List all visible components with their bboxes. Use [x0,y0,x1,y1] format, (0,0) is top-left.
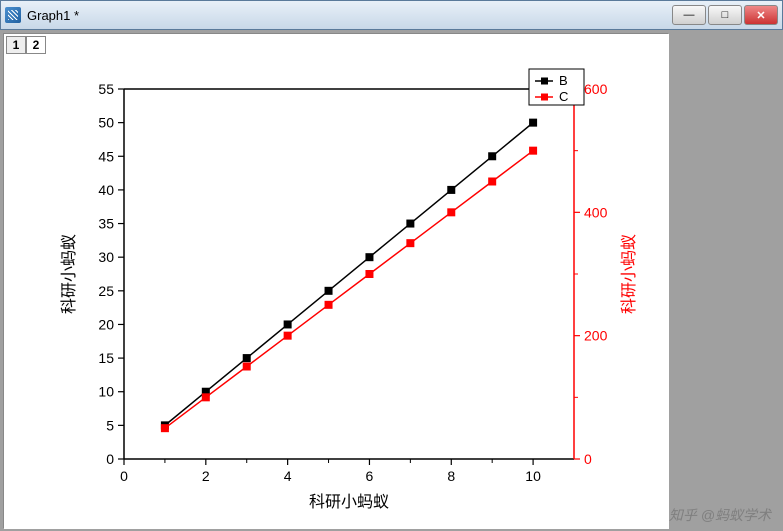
app-icon [5,7,21,23]
svg-text:40: 40 [98,182,114,198]
svg-text:200: 200 [584,328,608,344]
svg-text:25: 25 [98,283,114,299]
svg-text:4: 4 [284,468,292,484]
svg-text:45: 45 [98,148,114,164]
window-buttons: — □ ✕ [672,5,778,25]
svg-text:50: 50 [98,115,114,131]
svg-text:6: 6 [366,468,374,484]
svg-text:0: 0 [120,468,128,484]
svg-text:0: 0 [584,451,592,467]
watermark-text: 知乎 @蚂蚁学术 [669,505,771,525]
svg-text:10: 10 [525,468,541,484]
svg-text:15: 15 [98,350,114,366]
app-window: Graph1 * — □ ✕ 1 2 024681005101520253035… [0,0,783,531]
maximize-button[interactable]: □ [708,5,742,25]
svg-text:科研小蚂蚁: 科研小蚂蚁 [620,234,638,314]
svg-text:2: 2 [202,468,210,484]
svg-text:科研小蚂蚁: 科研小蚂蚁 [60,234,78,314]
client-area: 1 2 0 2 4 6 8 10 0 5 10 15 20 25 30 35 40 45 50 55 0 200 400… [0,30,783,531]
svg-text:10: 10 [98,384,114,400]
svg-text:55: 55 [98,81,114,97]
graph-frame: 1 2 0 2 4 6 8 10 0 5 10 15 20 25 30 35 40 45 50 55 0 200 400… [3,33,668,528]
close-button[interactable]: ✕ [744,5,778,25]
svg-text:8: 8 [447,468,455,484]
layer-tab-1[interactable]: 1 [6,36,26,54]
svg-text:600: 600 [584,81,608,97]
titlebar[interactable]: Graph1 * — □ ✕ [0,0,783,30]
svg-text:0: 0 [106,451,114,467]
plot-svg: 0 2 4 6 8 10 0 5 10 15 20 25 30 35 40 45 50 55 0 200 400 600 科… [4,34,669,529]
layer-tab-2[interactable]: 2 [26,36,46,54]
svg-text:35: 35 [98,216,114,232]
svg-text:C: C [559,89,568,104]
svg-text:B: B [559,73,568,88]
svg-text:科研小蚂蚁: 科研小蚂蚁 [309,493,389,511]
svg-text:30: 30 [98,249,114,265]
svg-text:20: 20 [98,316,114,332]
layer-tabs: 1 2 [6,36,46,54]
svg-text:400: 400 [584,204,608,220]
svg-text:5: 5 [106,417,114,433]
window-title: Graph1 * [27,8,672,23]
minimize-button[interactable]: — [672,5,706,25]
